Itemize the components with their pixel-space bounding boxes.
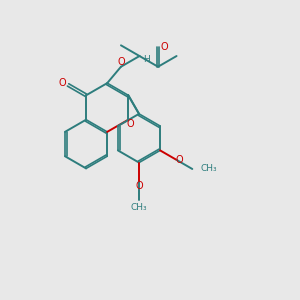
Text: O: O (176, 155, 183, 165)
Text: CH₃: CH₃ (201, 164, 217, 173)
Text: H: H (143, 55, 149, 64)
Text: O: O (127, 119, 134, 129)
Text: O: O (161, 42, 168, 52)
Text: O: O (118, 57, 125, 67)
Text: CH₃: CH₃ (131, 203, 147, 212)
Text: O: O (59, 77, 67, 88)
Text: O: O (135, 181, 143, 191)
